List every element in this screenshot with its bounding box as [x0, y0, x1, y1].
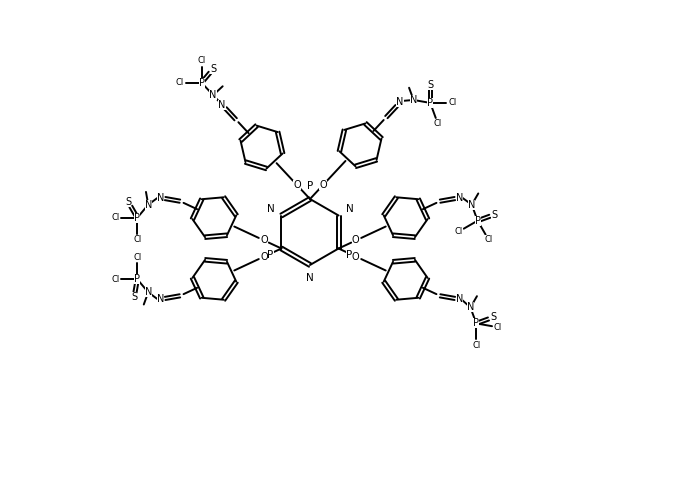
Text: N: N	[306, 273, 314, 283]
Text: Cl: Cl	[176, 78, 184, 87]
Text: N: N	[468, 200, 475, 210]
Text: S: S	[490, 312, 496, 322]
Text: O: O	[260, 236, 268, 245]
Text: O: O	[352, 236, 360, 245]
Text: Cl: Cl	[197, 56, 206, 65]
Text: P: P	[473, 318, 479, 328]
Text: S: S	[131, 292, 138, 302]
Text: Cl: Cl	[454, 227, 462, 236]
Text: N: N	[456, 294, 464, 304]
Text: N: N	[219, 100, 225, 109]
Text: Cl: Cl	[484, 235, 493, 244]
Text: Cl: Cl	[111, 213, 119, 222]
Text: Cl: Cl	[494, 323, 502, 332]
Text: S: S	[210, 64, 216, 74]
Text: N: N	[345, 204, 353, 214]
Text: N: N	[396, 97, 404, 108]
Text: N: N	[144, 200, 152, 210]
Text: N: N	[157, 192, 164, 203]
Text: S: S	[125, 197, 131, 207]
Text: O: O	[352, 252, 360, 262]
Text: P: P	[134, 274, 140, 284]
Text: N: N	[267, 204, 274, 214]
Text: P: P	[475, 216, 481, 226]
Text: S: S	[427, 80, 433, 90]
Text: Cl: Cl	[133, 235, 142, 244]
Text: Cl: Cl	[448, 98, 456, 108]
Text: P: P	[199, 78, 204, 88]
Text: S: S	[492, 210, 498, 219]
Text: O: O	[260, 252, 268, 262]
Text: P: P	[427, 98, 433, 108]
Text: Cl: Cl	[111, 275, 119, 284]
Text: N: N	[144, 288, 152, 297]
Text: P: P	[268, 250, 274, 260]
Text: N: N	[210, 90, 217, 100]
Text: O: O	[294, 180, 301, 190]
Text: P: P	[307, 181, 313, 192]
Text: O: O	[319, 180, 327, 190]
Text: N: N	[157, 294, 164, 304]
Text: Cl: Cl	[434, 119, 442, 128]
Text: P: P	[347, 250, 353, 260]
Text: N: N	[410, 95, 417, 105]
Text: P: P	[134, 213, 140, 223]
Text: N: N	[456, 192, 464, 203]
Text: Cl: Cl	[472, 341, 480, 350]
Text: Cl: Cl	[133, 253, 142, 262]
Text: N: N	[466, 302, 474, 312]
